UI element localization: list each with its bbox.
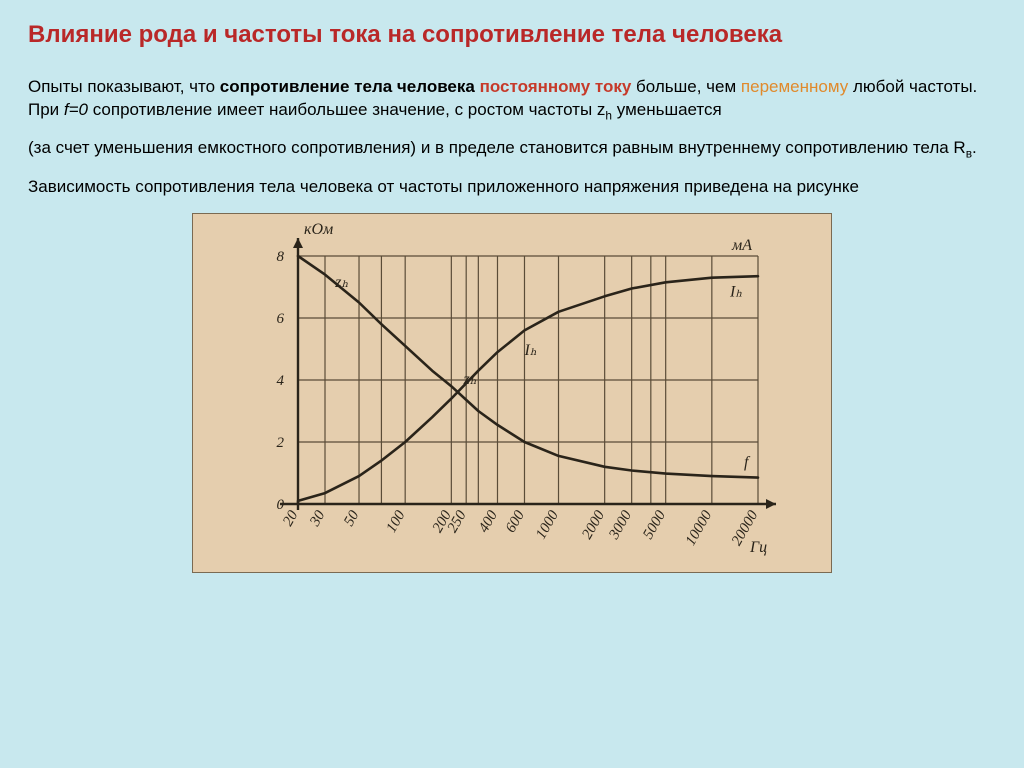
text: любой частоты. (848, 77, 977, 96)
text: сопротивление имеет наибольшее значение,… (88, 100, 605, 119)
svg-text:Iₕ: Iₕ (523, 342, 536, 359)
svg-text:мА: мА (731, 237, 752, 254)
svg-text:f: f (744, 454, 751, 471)
svg-text:zₕ: zₕ (462, 371, 476, 388)
svg-text:2000: 2000 (579, 507, 608, 541)
svg-text:6: 6 (277, 311, 285, 327)
svg-text:кОм: кОм (304, 221, 333, 238)
svg-text:600: 600 (503, 507, 528, 535)
svg-text:Iₕ: Iₕ (729, 283, 742, 300)
text-bold: сопротивление тела человека (220, 77, 475, 96)
text-italic: f=0 (64, 100, 88, 119)
svg-text:250: 250 (445, 507, 470, 535)
svg-text:4: 4 (277, 373, 285, 389)
text: При (28, 100, 64, 119)
text-red: постоянному току (475, 77, 631, 96)
paragraph-2: (за счет уменьшения емкостного сопротивл… (28, 137, 996, 161)
svg-text:400: 400 (476, 507, 501, 535)
text: уменьшается (612, 100, 722, 119)
text: Опыты показывают, что (28, 77, 220, 96)
page-title: Влияние рода и частоты тока на сопротивл… (28, 20, 996, 50)
svg-text:8: 8 (277, 249, 285, 265)
svg-text:100: 100 (384, 507, 409, 535)
paragraph-3: Зависимость сопротивления тела человека … (28, 176, 996, 199)
svg-text:10000: 10000 (683, 507, 716, 548)
svg-text:30: 30 (307, 507, 329, 529)
svg-text:zₕ: zₕ (334, 274, 348, 291)
svg-text:Гц: Гц (749, 539, 767, 556)
text: больше, чем (631, 77, 741, 96)
text: . (972, 138, 977, 157)
text-orange: переменному (741, 77, 848, 96)
text: (за счет уменьшения емкостного сопротивл… (28, 138, 966, 157)
svg-text:5000: 5000 (640, 507, 669, 541)
paragraph-1: Опыты показывают, что сопротивление тела… (28, 76, 996, 123)
chart-container: 0246820305010020025040060010002000300050… (192, 213, 832, 573)
svg-text:3000: 3000 (606, 507, 636, 542)
svg-text:1000: 1000 (533, 507, 562, 541)
resistance-frequency-chart: 0246820305010020025040060010002000300050… (193, 214, 833, 574)
svg-text:50: 50 (341, 507, 363, 528)
svg-text:2: 2 (277, 435, 285, 451)
